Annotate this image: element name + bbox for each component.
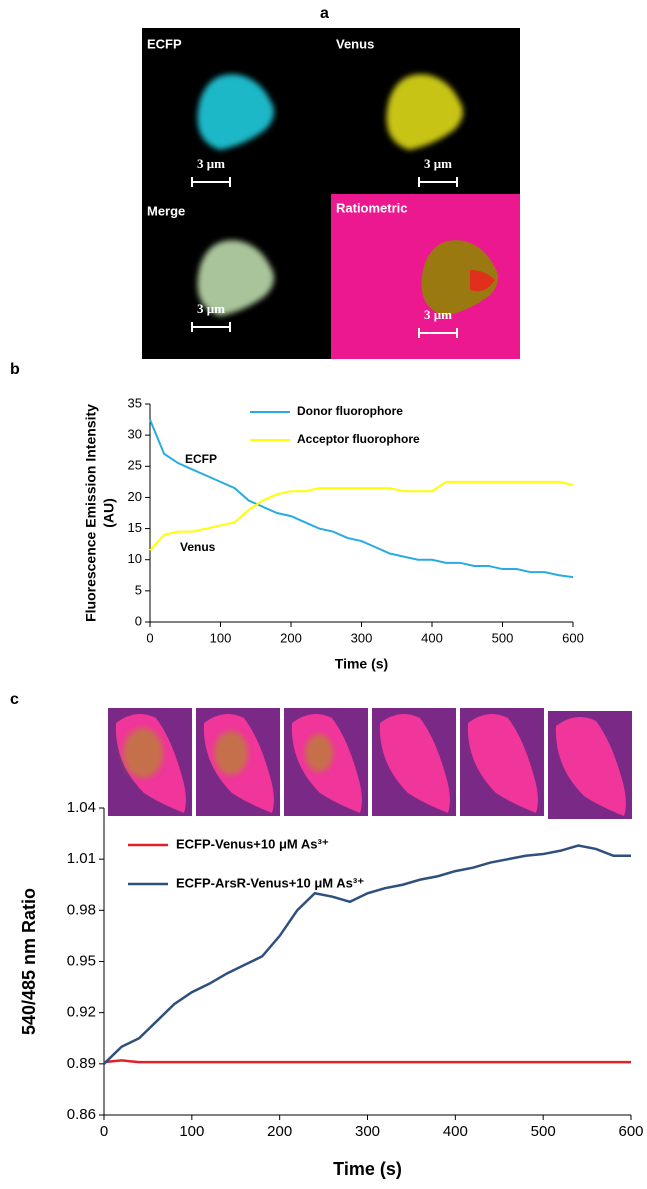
annotation: Venus <box>180 540 216 554</box>
scale-bar <box>418 328 458 338</box>
y-tick-label: 35 <box>128 395 142 410</box>
y-tick-label: 20 <box>128 489 142 504</box>
scale-bar-label: 3 μm <box>424 307 452 322</box>
x-tick-label: 600 <box>562 630 584 645</box>
y-tick-label: 30 <box>128 427 142 442</box>
scale-bar <box>191 177 231 187</box>
image-title: ECFP <box>147 36 182 51</box>
y-tick-label: 0.89 <box>67 1055 96 1072</box>
series-line <box>149 480 574 552</box>
x-tick-label: 400 <box>443 1123 468 1140</box>
y-tick-label: 15 <box>128 520 142 535</box>
cell-detail <box>470 270 495 292</box>
panel-label: a <box>320 5 329 22</box>
cell <box>386 74 463 150</box>
x-tick-label: 300 <box>355 1123 380 1140</box>
scale-bar <box>191 322 231 332</box>
x-tick-label: 500 <box>531 1123 556 1140</box>
legend-label: Acceptor fluorophore <box>297 432 420 446</box>
thumbnail-core <box>123 728 163 778</box>
thumbnail-cell <box>555 717 626 816</box>
x-tick-label: 400 <box>421 630 443 645</box>
scale-bar <box>418 177 458 187</box>
x-tick-label: 100 <box>210 630 232 645</box>
thumbnail-core <box>214 731 248 775</box>
y-tick-label: 0.92 <box>67 1004 96 1021</box>
image-grid <box>142 28 520 359</box>
x-axis-label: Time (s) <box>333 1159 402 1179</box>
y-tick-label: 0 <box>135 613 142 628</box>
cell <box>421 240 498 316</box>
legend-label: Donor fluorophore <box>297 404 403 418</box>
x-tick-label: 200 <box>267 1123 292 1140</box>
thumbnail-cell <box>379 714 450 813</box>
scale-bar-label: 3 μm <box>424 156 452 171</box>
x-tick-label: 300 <box>351 630 373 645</box>
cell <box>197 74 274 150</box>
annotation: ECFP <box>185 452 217 466</box>
y-tick-label: 10 <box>128 551 142 566</box>
y-tick-label: 0.98 <box>67 901 96 918</box>
x-tick-label: 600 <box>618 1123 643 1140</box>
image-title: Venus <box>336 36 374 51</box>
scale-bar-label: 3 μm <box>197 156 225 171</box>
y-tick-label: 1.01 <box>67 850 96 867</box>
series-line <box>103 1059 631 1064</box>
cell <box>197 240 274 316</box>
thumbnail-core <box>305 734 333 772</box>
y-axis-label: Fluorescence Emission Intensity <box>83 404 99 622</box>
panel-label: b <box>10 361 20 378</box>
panel-label: c <box>10 691 19 708</box>
x-tick-label: 200 <box>280 630 302 645</box>
x-tick-label: 500 <box>492 630 514 645</box>
series-line <box>149 419 574 579</box>
y-axis-label: 540/485 nm Ratio <box>19 888 39 1035</box>
y-tick-label: 0.95 <box>67 952 96 969</box>
image-title: Ratiometric <box>336 200 408 215</box>
y-tick-label: 5 <box>135 582 142 597</box>
thumbnail-cell <box>467 714 538 813</box>
legend-label: ECFP-Venus+10 μM As³⁺ <box>176 836 329 851</box>
y-tick-label: 25 <box>128 458 142 473</box>
y-tick-label: 0.86 <box>67 1106 96 1123</box>
y-tick-label: 1.04 <box>67 799 96 816</box>
x-axis-label: Time (s) <box>335 656 388 672</box>
series-line <box>103 844 631 1065</box>
scale-bar-label: 3 μm <box>197 301 225 316</box>
x-tick-label: 100 <box>179 1123 204 1140</box>
x-tick-label: 0 <box>100 1123 108 1140</box>
y-axis-label: (AU) <box>101 498 117 528</box>
legend-label: ECFP-ArsR-Venus+10 μM As³⁺ <box>176 875 364 890</box>
x-tick-label: 0 <box>146 630 153 645</box>
image-title: Merge <box>147 203 185 218</box>
